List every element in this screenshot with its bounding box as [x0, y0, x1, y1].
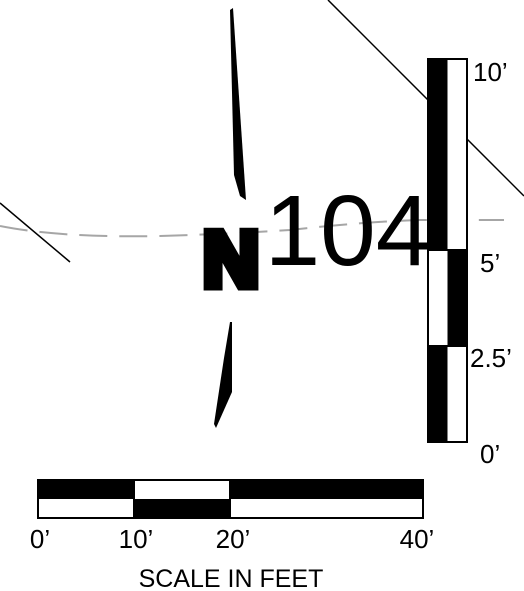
vertical-scale-segment [447, 250, 467, 346]
north-arrow-lower-blade [214, 322, 232, 428]
vertical-scale-label-5: 5’ [480, 248, 500, 278]
vertical-scale-label-2-5: 2.5’ [470, 343, 512, 373]
north-arrow-upper-blade [230, 8, 246, 200]
north-letter: N [203, 215, 259, 303]
scale-caption: SCALE IN FEET [139, 565, 324, 591]
plot-number: 104 [265, 175, 432, 287]
vertical-scale-label-10: 10’ [473, 57, 508, 87]
north-arrow-icon [214, 8, 246, 428]
horizontal-scale-label-10: 10’ [119, 524, 154, 554]
vertical-scale-segment [428, 59, 448, 250]
horizontal-scale-segment [38, 480, 134, 499]
vertical-scale-segment [428, 346, 448, 442]
horizontal-scale-bar [37, 479, 424, 519]
vertical-scale-bar [427, 58, 468, 443]
boundary-line-top-right [327, 0, 524, 197]
horizontal-scale-segment [134, 499, 230, 518]
horizontal-scale-label-20: 20’ [216, 524, 251, 554]
alignment-dash-line [0, 219, 504, 238]
vertical-scale-label-0: 0’ [480, 439, 500, 469]
horizontal-scale-label-0: 0’ [30, 524, 50, 554]
boundary-line-left [0, 202, 71, 263]
horizontal-scale-segment [230, 480, 423, 499]
horizontal-scale-label-40: 40’ [400, 524, 435, 554]
